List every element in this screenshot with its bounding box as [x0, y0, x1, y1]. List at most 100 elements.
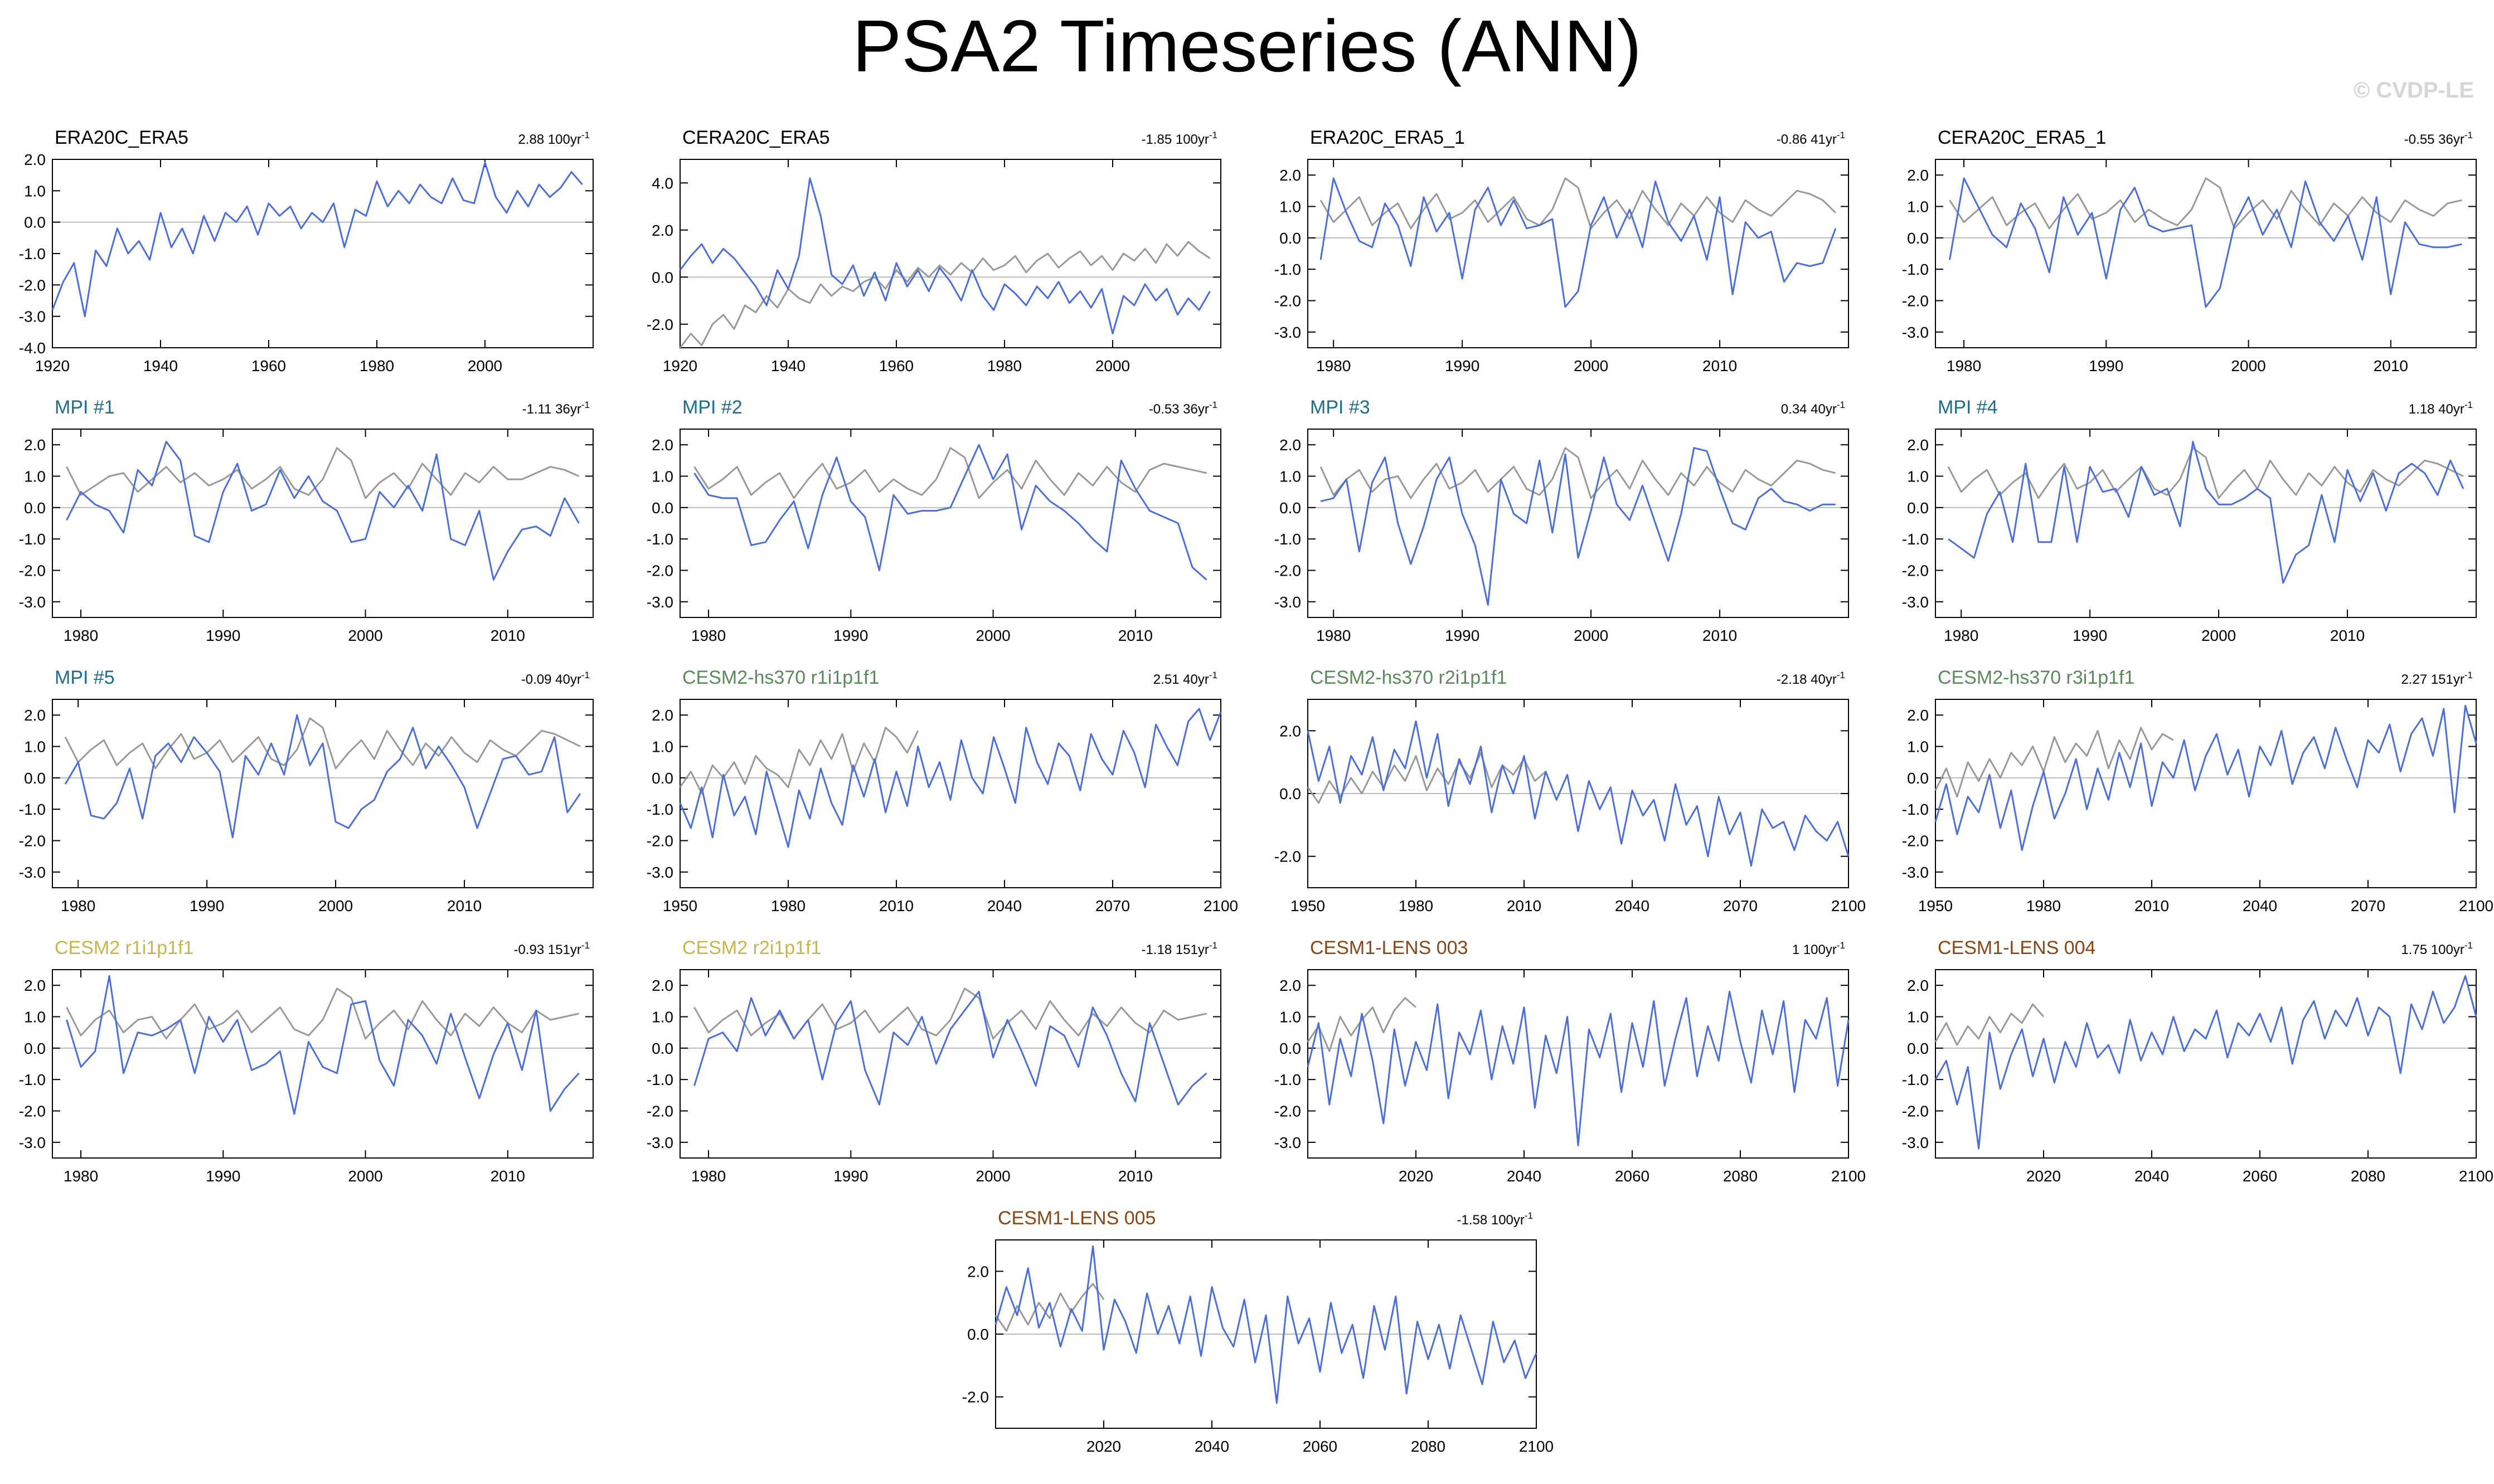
y-tick-label: -2.0 — [19, 1103, 46, 1120]
y-tick-label: -2.0 — [19, 833, 46, 850]
y-tick-label: -2.0 — [647, 833, 673, 850]
trend-superscript: -1 — [581, 940, 590, 951]
y-tick-label: -3.0 — [19, 1134, 46, 1151]
y-tick-label: 1.0 — [652, 468, 673, 485]
x-tick-label: 1990 — [1445, 357, 1479, 374]
x-tick-label: 1960 — [251, 357, 286, 374]
y-tick-label: 0.0 — [24, 214, 46, 231]
plot-frame — [52, 699, 594, 888]
y-tick-label: 1.0 — [24, 1009, 46, 1026]
y-tick-label: 0.0 — [1907, 499, 1929, 517]
x-tick-label: 2040 — [1195, 1438, 1229, 1455]
x-tick-label: 2070 — [1723, 897, 1758, 914]
series-line — [693, 990, 1207, 1106]
y-tick-label: 2.0 — [1279, 167, 1301, 184]
observation-line — [994, 1283, 1105, 1332]
y-tick-label: -3.0 — [647, 864, 673, 881]
x-tick-label: 1980 — [691, 1167, 726, 1185]
y-tick-label: -1.0 — [1902, 261, 1929, 278]
panel-title: CESM1-LENS 004 — [1938, 937, 2095, 958]
chart-panel-13: -3.0 -2.0 -1.0 0.0 1.0 2.0 1980 1990 2000 2010 CES… — [19, 937, 594, 1185]
plot-frame — [1935, 429, 2477, 618]
y-tick-label: -2.0 — [1902, 293, 1929, 310]
y-tick-label: 1.0 — [1907, 198, 1929, 216]
x-tick-label: 2010 — [1702, 357, 1737, 374]
y-tick-label: 2.0 — [652, 436, 673, 454]
x-tick-label: 1990 — [833, 1167, 868, 1185]
x-tick-label: 1990 — [206, 1167, 240, 1185]
panel-title: MPI #5 — [55, 667, 115, 688]
trend-label: 2.27 151yr-1 — [2401, 670, 2473, 687]
y-tick-label: 2.0 — [24, 436, 46, 454]
y-tick-label: 0.0 — [24, 1040, 46, 1057]
x-tick-label: 2100 — [1831, 1167, 1866, 1185]
plot-frame — [680, 429, 1221, 618]
trend-label: -0.93 151yr-1 — [513, 940, 590, 957]
trend-label: -0.55 36yr-1 — [2404, 130, 2473, 147]
y-tick-label: -1.0 — [1902, 801, 1929, 818]
y-tick-label: 2.0 — [1907, 167, 1929, 184]
x-tick-label: 1950 — [1918, 897, 1953, 914]
y-tick-label: -3.0 — [1902, 324, 1929, 341]
x-tick-label: 1980 — [1316, 357, 1351, 374]
observation-line — [1934, 1003, 2045, 1046]
y-tick-label: 0.0 — [967, 1326, 989, 1343]
y-tick-label: -1.0 — [1274, 261, 1301, 278]
series-line — [51, 162, 583, 318]
y-tick-label: 2.0 — [24, 707, 46, 724]
x-tick-label: 2010 — [2330, 627, 2365, 644]
y-tick-label: 0.0 — [1279, 230, 1301, 247]
x-tick-label: 2000 — [1095, 357, 1130, 374]
y-tick-label: 1.0 — [24, 738, 46, 756]
y-tick-label: 1.0 — [1907, 468, 1929, 485]
y-tick-label: -3.0 — [647, 593, 673, 611]
x-tick-label: 2010 — [491, 627, 525, 644]
y-tick-label: -4.0 — [19, 339, 46, 357]
series-line — [693, 444, 1207, 581]
panel-title: MPI #4 — [1938, 397, 1998, 418]
x-tick-label: 2000 — [348, 1167, 382, 1185]
observation-line — [66, 447, 580, 499]
x-tick-label: 2040 — [1615, 897, 1649, 914]
plot-frame — [1935, 159, 2477, 348]
trend-label: -0.09 40yr-1 — [521, 670, 590, 687]
chart-panel-12: -3.0 -2.0 -1.0 0.0 1.0 2.0 1950 1980 2010 2040 207… — [1902, 667, 2493, 914]
y-tick-label: 0.0 — [1907, 1040, 1929, 1057]
panel-title: CESM1-LENS 003 — [1310, 937, 1468, 958]
plot-frame — [1307, 969, 1849, 1159]
y-tick-label: -1.0 — [1274, 531, 1301, 548]
trend-superscript: -1 — [1837, 940, 1845, 951]
panel-title: MPI #3 — [1310, 397, 1370, 418]
x-tick-label: 1980 — [64, 627, 98, 644]
panel-title: MPI #2 — [682, 397, 743, 418]
panel-title: CESM2 r2i1p1f1 — [682, 937, 821, 958]
y-tick-label: 0.0 — [652, 770, 673, 787]
y-tick-label: -1.0 — [19, 801, 46, 818]
x-tick-label: 1980 — [1944, 627, 1978, 644]
x-tick-label: 2040 — [987, 897, 1022, 914]
panel-title: CERA20C_ERA5_1 — [1938, 127, 2106, 148]
y-tick-label: 0.0 — [652, 499, 673, 517]
x-tick-label: 1960 — [879, 357, 914, 374]
observation-line — [66, 987, 579, 1040]
x-tick-label: 2000 — [468, 357, 502, 374]
panel-title: CESM2-hs370 r3i1p1f1 — [1938, 667, 2134, 688]
observation-line — [1949, 177, 2462, 230]
y-tick-label: 0.0 — [1279, 1040, 1301, 1057]
observation-line — [1307, 997, 1416, 1052]
chart-panel-4: -3.0 -2.0 -1.0 0.0 1.0 2.0 1980 1990 2000 2010 CER… — [1902, 127, 2477, 374]
plot-frame — [680, 699, 1221, 888]
chart-panel-15: -3.0 -2.0 -1.0 0.0 1.0 2.0 2020 2040 2060 2080 210… — [1274, 937, 1866, 1185]
x-tick-label: 2060 — [1303, 1438, 1337, 1455]
x-tick-label: 1990 — [206, 627, 240, 644]
x-tick-label: 2100 — [2459, 1167, 2493, 1185]
x-tick-label: 2040 — [2243, 897, 2277, 914]
observation-line — [679, 727, 919, 795]
observation-line — [1319, 177, 1836, 230]
trend-superscript: -1 — [581, 130, 590, 140]
observation-line — [693, 987, 1207, 1040]
trend-label: 1.18 40yr-1 — [2409, 400, 2473, 417]
y-tick-label: 1.0 — [24, 182, 46, 200]
y-tick-label: -3.0 — [1274, 1134, 1301, 1151]
